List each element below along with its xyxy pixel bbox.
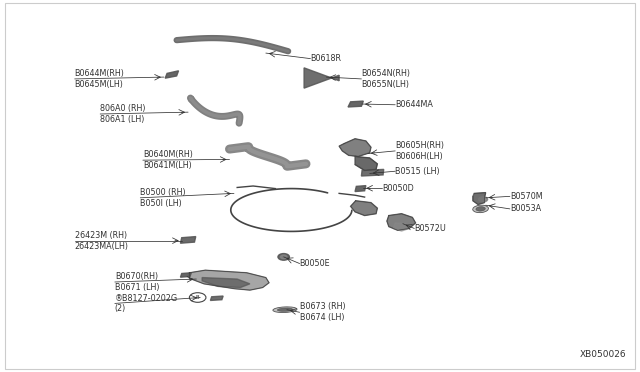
Polygon shape — [473, 193, 486, 205]
Text: B0500 (RH)
B050I (LH): B0500 (RH) B050I (LH) — [140, 188, 186, 208]
Text: B0050D: B0050D — [383, 184, 414, 193]
Text: B0605H(RH)
B0606H(LH): B0605H(RH) B0606H(LH) — [395, 141, 444, 161]
Polygon shape — [339, 139, 371, 157]
Text: B0050E: B0050E — [300, 259, 330, 268]
Circle shape — [280, 255, 287, 259]
Polygon shape — [304, 68, 339, 88]
Polygon shape — [394, 223, 409, 231]
Text: B0644MA: B0644MA — [395, 100, 433, 109]
Ellipse shape — [476, 206, 485, 211]
Text: B0570M: B0570M — [510, 192, 543, 201]
Text: B0515 (LH): B0515 (LH) — [395, 167, 440, 176]
Polygon shape — [348, 101, 364, 107]
Ellipse shape — [473, 205, 488, 213]
Circle shape — [479, 197, 488, 202]
Polygon shape — [362, 169, 384, 176]
Polygon shape — [351, 201, 378, 215]
Text: B0670(RH)
B0671 (LH): B0670(RH) B0671 (LH) — [115, 272, 159, 292]
Polygon shape — [202, 278, 250, 288]
Polygon shape — [189, 270, 269, 290]
Text: B0644M(RH)
B0645M(LH): B0644M(RH) B0645M(LH) — [75, 69, 125, 89]
Polygon shape — [211, 296, 223, 301]
Text: B0618R: B0618R — [310, 54, 342, 63]
Ellipse shape — [277, 308, 292, 311]
Text: 806A0 (RH)
806A1 (LH): 806A0 (RH) 806A1 (LH) — [100, 104, 146, 124]
Polygon shape — [387, 214, 415, 230]
Circle shape — [278, 254, 289, 260]
Polygon shape — [180, 237, 196, 243]
Text: B: B — [196, 295, 200, 300]
Text: ®B8127-0202G
(2): ®B8127-0202G (2) — [115, 294, 178, 313]
Text: 26423M (RH)
26423MA(LH): 26423M (RH) 26423MA(LH) — [75, 231, 129, 250]
Polygon shape — [355, 157, 378, 170]
Polygon shape — [180, 273, 191, 277]
Text: B0654N(RH)
B0655N(LH): B0654N(RH) B0655N(LH) — [362, 69, 410, 89]
Text: XB050026: XB050026 — [579, 350, 626, 359]
Polygon shape — [165, 71, 179, 78]
Ellipse shape — [273, 307, 297, 312]
Polygon shape — [355, 186, 366, 192]
Text: B0640M(RH)
B0641M(LH): B0640M(RH) B0641M(LH) — [143, 150, 193, 170]
Text: B0673 (RH)
B0674 (LH): B0673 (RH) B0674 (LH) — [300, 302, 345, 322]
Text: B0053A: B0053A — [510, 204, 541, 214]
Text: B0572U: B0572U — [414, 224, 446, 233]
